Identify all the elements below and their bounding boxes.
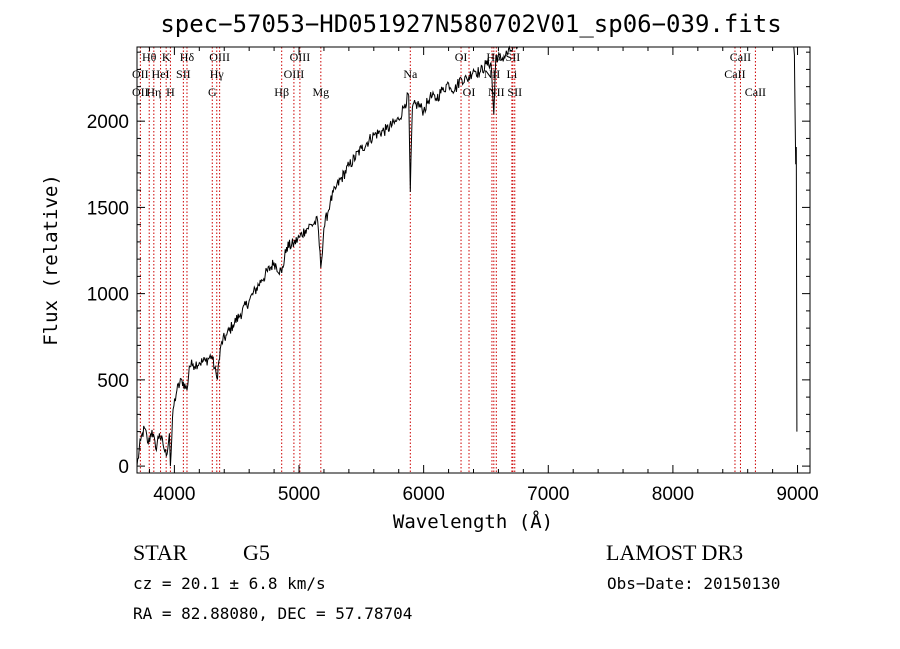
- line-marker-label: OIII: [209, 50, 230, 64]
- x-tick-label: 5000: [278, 484, 320, 505]
- x-tick-label: 9000: [776, 484, 818, 505]
- object-subclass: G5: [243, 540, 270, 565]
- line-marker-label: Na: [403, 67, 418, 81]
- line-marker-label: OII: [132, 85, 149, 99]
- x-axis-label: Wavelength (Å): [393, 510, 553, 533]
- y-tick-label: 1000: [87, 285, 129, 306]
- spectrum-line: [136, 45, 798, 467]
- line-marker-label: Mg: [312, 85, 329, 99]
- redshift-velocity: cz = 20.1 ± 6.8 km/s: [133, 574, 326, 593]
- line-marker-label: OIII: [290, 50, 311, 64]
- y-axis-label: Flux (relative): [40, 174, 62, 346]
- y-tick-label: 0: [118, 457, 129, 478]
- y-tick-label: 2000: [87, 112, 129, 133]
- line-marker-label: SII: [506, 50, 521, 64]
- line-marker-label: NII: [488, 85, 505, 99]
- line-marker-label: G: [208, 85, 217, 99]
- line-marker-label: Li: [507, 67, 518, 81]
- x-tick-label: 6000: [403, 484, 445, 505]
- line-marker-label: CaII: [745, 85, 766, 99]
- line-marker-label: Hδ: [180, 50, 195, 64]
- x-tick-label: 4000: [153, 484, 195, 505]
- survey-name: LAMOST DR3: [606, 540, 743, 565]
- line-marker-label: OI: [455, 50, 468, 64]
- line-marker-label: OI: [463, 85, 476, 99]
- line-marker-label: CaII: [730, 50, 751, 64]
- y-axis-ticks: 0 500 1000 1500 2000: [87, 51, 810, 478]
- x-tick-label: 8000: [652, 484, 694, 505]
- x-tick-label: 7000: [527, 484, 569, 505]
- x-axis-ticks: 4000 5000 6000 7000 8000 9000: [148, 47, 819, 505]
- line-markers: [139, 47, 756, 473]
- line-marker-label: H: [166, 85, 175, 99]
- line-marker-label: OIII: [284, 67, 305, 81]
- y-tick-label: 1500: [87, 198, 129, 219]
- coordinates: RA = 82.88080, DEC = 57.78704: [133, 604, 412, 623]
- line-marker-label: Hθ: [142, 50, 157, 64]
- plot-frame: [136, 46, 811, 474]
- line-marker-label: HeI: [152, 67, 170, 81]
- observation-date: Obs−Date: 20150130: [607, 574, 780, 593]
- line-marker-label: Hβ: [274, 85, 289, 99]
- object-class: STAR: [133, 540, 188, 565]
- y-tick-label: 500: [97, 371, 129, 392]
- line-marker-label: Hγ: [210, 67, 225, 81]
- line-marker-label: SII: [176, 67, 191, 81]
- line-marker-label: Hη: [146, 85, 161, 99]
- line-marker-label: SII: [507, 85, 522, 99]
- line-marker-label: CaII: [724, 67, 745, 81]
- line-marker-label: OII: [132, 67, 149, 81]
- line-marker-label: K: [162, 50, 171, 64]
- chart-title: spec−57053−HD051927N580702V01_sp06−039.f…: [160, 10, 781, 38]
